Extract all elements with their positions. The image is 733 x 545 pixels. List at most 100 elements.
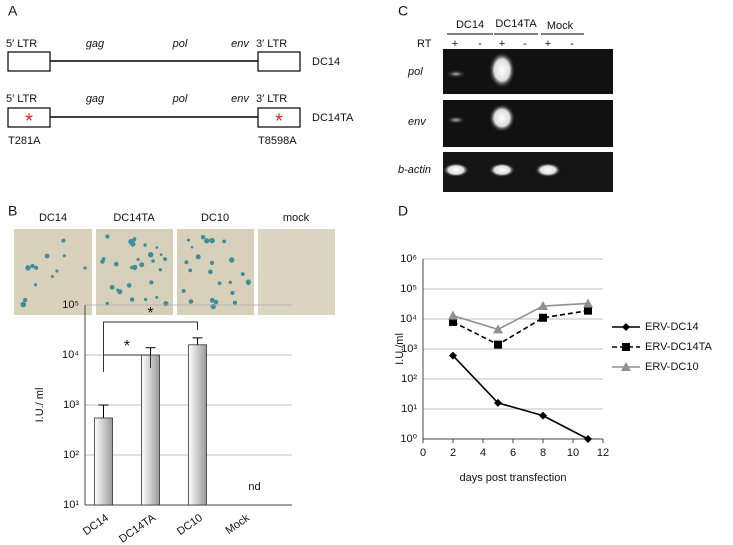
y-tick-label: 10⁰	[400, 433, 417, 445]
panel-label: C	[398, 3, 408, 19]
x-tick-label: 8	[540, 447, 546, 459]
stain-dot	[151, 259, 155, 263]
stain-dot	[105, 301, 109, 306]
x-tick-label: 10	[567, 447, 579, 459]
stain-dot	[23, 297, 28, 303]
x-tick-label: Mock	[223, 512, 252, 537]
marker	[494, 398, 502, 407]
ltr-label: 3′ LTR	[256, 38, 287, 50]
stain-dot	[83, 266, 87, 270]
gene-label: gag	[86, 93, 105, 105]
marker	[584, 306, 592, 315]
stain-dot	[246, 282, 250, 286]
significance-bracket	[103, 321, 198, 362]
x-tick-label: DC10	[175, 512, 205, 538]
y-axis-label: I.U./ ml	[34, 388, 46, 423]
legend-label: ERV-DC14TA	[645, 341, 713, 353]
mutation-mark: *	[275, 110, 283, 132]
x-tick-label: 4	[480, 447, 486, 459]
y-tick-label: 10¹	[63, 499, 79, 511]
mutation-label: T281A	[8, 135, 41, 147]
stain-dot	[155, 246, 159, 249]
series-line	[452, 355, 589, 440]
x-tick-label: DC14TA	[117, 512, 158, 545]
stain-dot	[213, 299, 219, 305]
ltr-label: 3′ LTR	[256, 93, 287, 105]
significance-bracket	[103, 354, 151, 372]
y-tick-label: 10⁵	[400, 283, 417, 295]
x-tick-label: DC14	[81, 512, 111, 538]
gene-label: env	[231, 93, 250, 105]
stain-dot	[105, 234, 110, 239]
stain-dot	[136, 257, 140, 261]
gel-row-label: b-actin	[398, 164, 431, 176]
y-tick-label: 10¹	[401, 403, 417, 415]
y-tick-label: 10²	[63, 449, 79, 461]
stain-dot	[163, 257, 167, 262]
gene-label: pol	[172, 93, 188, 105]
stain-dot	[217, 281, 222, 286]
stain-dot	[132, 264, 138, 271]
gel-image	[443, 49, 613, 192]
gel-row-label: pol	[407, 66, 423, 78]
stain-dot	[117, 289, 123, 295]
group-label: DC14	[456, 19, 484, 31]
x-tick-label: 0	[420, 447, 426, 459]
stain-dot	[130, 241, 136, 247]
x-axis-label: days post transfection	[459, 472, 566, 484]
stain-dot	[230, 290, 235, 295]
rt-sign: +	[545, 38, 551, 50]
marker	[539, 411, 547, 420]
y-tick-label: 10⁶	[400, 253, 417, 265]
stain-dot	[229, 257, 235, 263]
x-tick-label: 2	[450, 447, 456, 459]
stain-dot	[204, 238, 210, 244]
stain-dot	[143, 297, 148, 301]
marker	[584, 435, 592, 443]
rt-sign: +	[499, 38, 505, 50]
stain-dot	[200, 234, 206, 240]
stain-dot	[139, 262, 145, 268]
stain-dot	[44, 253, 50, 259]
marker	[449, 317, 457, 326]
image-label: DC10	[201, 212, 229, 224]
marker	[449, 351, 457, 360]
legend-label: ERV-DC10	[645, 361, 699, 373]
panel-label: A	[8, 3, 18, 19]
stain-dot	[209, 297, 215, 303]
significance-mark: *	[147, 305, 153, 322]
rt-sign: -	[523, 38, 527, 50]
stain-dot	[30, 263, 35, 269]
stain-dot	[143, 243, 147, 247]
stain-dot	[188, 268, 193, 273]
stain-images	[14, 229, 335, 315]
marker	[538, 301, 548, 311]
stain-dot	[228, 280, 233, 285]
mutation-mark: *	[25, 110, 33, 132]
stain-dot	[147, 252, 154, 258]
marker	[622, 343, 630, 351]
ltr-label: 5′ LTR	[6, 93, 37, 105]
rt-sign: -	[570, 38, 574, 50]
y-tick-label: 10²	[401, 373, 417, 385]
marker	[622, 323, 630, 331]
stain-dot	[100, 259, 105, 264]
gene-label: gag	[86, 38, 105, 50]
stain-dot	[132, 237, 137, 242]
bar	[188, 344, 207, 506]
stain-dot	[62, 254, 66, 258]
series-line	[452, 302, 589, 331]
value-label: nd	[248, 481, 260, 493]
stain-dot	[149, 280, 154, 285]
panel-label: B	[8, 203, 17, 219]
series-line	[452, 309, 589, 346]
panel-label: D	[398, 203, 408, 219]
rt-sign: -	[478, 38, 482, 50]
stain-dot	[33, 283, 38, 287]
marker	[621, 362, 631, 371]
stain-dot	[195, 254, 201, 260]
stain-dot	[209, 260, 215, 266]
marker	[539, 313, 547, 322]
stain-dot	[20, 301, 27, 308]
